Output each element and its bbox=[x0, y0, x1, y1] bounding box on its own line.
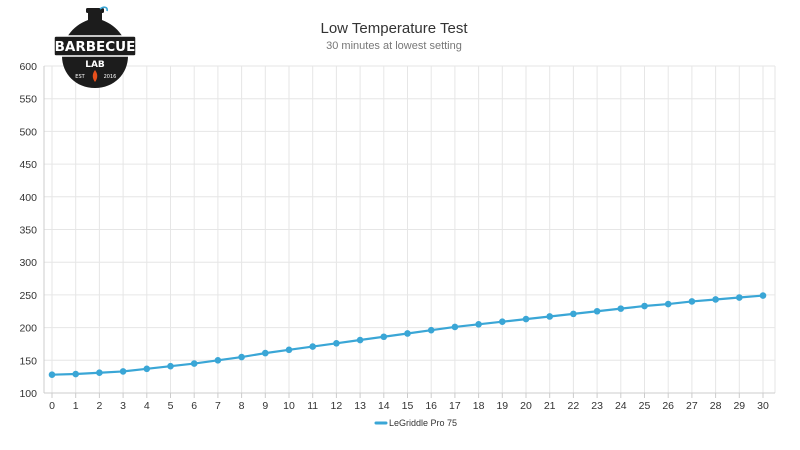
flame-icon bbox=[92, 70, 98, 82]
x-tick-label: 4 bbox=[144, 400, 150, 412]
x-tick-label: 20 bbox=[520, 400, 532, 412]
data-point bbox=[664, 300, 672, 308]
x-tick-label: 28 bbox=[710, 400, 722, 412]
y-tick-label: 450 bbox=[19, 159, 37, 171]
data-point bbox=[380, 333, 388, 341]
data-point bbox=[214, 357, 222, 364]
data-point bbox=[167, 362, 174, 370]
y-tick-label: 100 bbox=[19, 388, 37, 400]
data-point bbox=[285, 346, 293, 354]
x-tick-label: 5 bbox=[168, 400, 174, 412]
data-point bbox=[570, 310, 577, 318]
data-point bbox=[451, 323, 459, 331]
x-tick-label: 23 bbox=[591, 400, 603, 412]
x-tick-label: 27 bbox=[686, 400, 698, 412]
x-tick-label: 30 bbox=[757, 400, 769, 412]
data-point bbox=[736, 294, 743, 301]
legend[interactable]: LeGriddle Pro 75 bbox=[374, 418, 457, 428]
x-tick-label: 25 bbox=[639, 400, 651, 412]
data-point bbox=[712, 296, 719, 303]
data-point bbox=[427, 326, 435, 334]
x-tick-label: 10 bbox=[283, 400, 295, 412]
x-tick-label: 18 bbox=[473, 400, 485, 412]
data-point bbox=[309, 343, 317, 350]
grid-lines bbox=[44, 65, 775, 394]
data-point bbox=[546, 313, 553, 320]
data-point bbox=[333, 339, 340, 347]
data-point bbox=[143, 365, 151, 373]
data-point bbox=[72, 370, 79, 378]
logo-est: EST bbox=[75, 74, 85, 80]
data-point bbox=[522, 315, 530, 323]
data-point bbox=[404, 330, 411, 337]
x-tick-label: 16 bbox=[425, 400, 437, 412]
logo-text: BARBECUE bbox=[55, 39, 136, 55]
x-tick-label: 26 bbox=[662, 400, 674, 412]
x-tick-label: 2 bbox=[96, 400, 102, 412]
x-tick-label: 6 bbox=[191, 400, 197, 412]
x-tick-label: 7 bbox=[215, 400, 221, 412]
y-tick-label: 600 bbox=[19, 61, 37, 73]
data-point bbox=[759, 292, 767, 299]
barbecue-lab-logo: BARBECUE LAB EST 2016 bbox=[53, 6, 137, 88]
legend-label: LeGriddle Pro 75 bbox=[389, 418, 457, 428]
y-tick-label: 300 bbox=[19, 257, 37, 269]
x-tick-label: 24 bbox=[615, 400, 627, 412]
x-tick-labels: 0 1 2 3 4 5 6 7 8 9 10 11 12 13 14 15 16 17 18 19 20 21 22 23 24… bbox=[49, 400, 769, 412]
data-point bbox=[190, 360, 198, 367]
data-point bbox=[593, 307, 601, 315]
x-tick-label: 19 bbox=[496, 400, 508, 412]
y-tick-label: 500 bbox=[19, 126, 37, 138]
data-point bbox=[475, 321, 482, 328]
data-point bbox=[96, 369, 103, 377]
data-point bbox=[119, 368, 127, 375]
y-tick-label: 150 bbox=[19, 355, 37, 367]
x-tick-label: 17 bbox=[449, 400, 461, 412]
x-tick-label: 22 bbox=[568, 400, 580, 412]
x-tick-label: 13 bbox=[354, 400, 366, 412]
x-tick-label: 14 bbox=[378, 400, 390, 412]
y-tick-label: 350 bbox=[19, 225, 37, 237]
y-tick-label: 400 bbox=[19, 192, 37, 204]
data-point bbox=[499, 318, 506, 326]
data-point bbox=[262, 349, 269, 357]
data-point bbox=[356, 336, 364, 344]
x-tick-label: 1 bbox=[73, 400, 79, 412]
x-tick-label: 21 bbox=[544, 400, 556, 412]
data-point bbox=[617, 305, 625, 312]
logo-subtext: LAB bbox=[85, 60, 105, 70]
y-tick-label: 200 bbox=[19, 323, 37, 335]
x-tick-label: 15 bbox=[402, 400, 414, 412]
data-point bbox=[688, 298, 696, 305]
data-point bbox=[641, 302, 648, 310]
x-tick-label: 12 bbox=[331, 400, 343, 412]
chart-subtitle: 30 minutes at lowest setting bbox=[326, 40, 462, 52]
x-tick-label: 9 bbox=[262, 400, 268, 412]
x-tick-label: 29 bbox=[733, 400, 745, 412]
chart-title: Low Temperature Test bbox=[320, 20, 468, 37]
x-tick-label: 8 bbox=[239, 400, 245, 412]
x-tick-label: 11 bbox=[307, 400, 318, 412]
series-layer bbox=[48, 292, 767, 378]
x-tick-label: 0 bbox=[49, 400, 55, 412]
axes bbox=[43, 66, 776, 398]
data-point bbox=[48, 371, 56, 378]
logo-year: 2016 bbox=[104, 74, 117, 80]
y-tick-label: 250 bbox=[19, 290, 37, 302]
y-tick-label: 550 bbox=[19, 94, 37, 106]
x-tick-label: 3 bbox=[120, 400, 126, 412]
y-tick-labels: 100 150 200 250 300 350 400 450 500 550 600 bbox=[19, 61, 37, 400]
data-point bbox=[238, 353, 245, 361]
